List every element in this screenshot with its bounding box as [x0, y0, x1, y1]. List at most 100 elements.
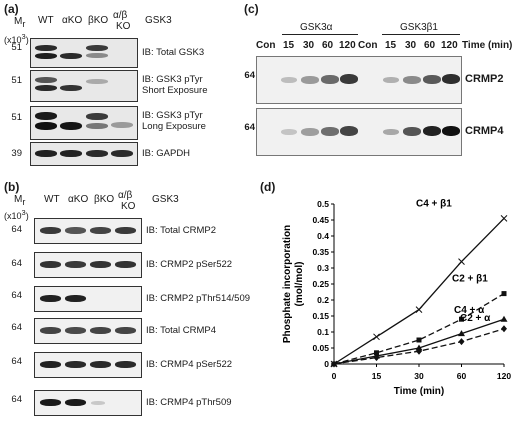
series-label: C4 + α [454, 305, 485, 316]
band [60, 53, 82, 59]
mr-scale-label: (x103) [4, 32, 29, 45]
group-bracket-beta [382, 34, 460, 35]
lane-label-con: Con [358, 40, 378, 51]
lane-label-wt: WT [44, 194, 60, 205]
band [90, 327, 111, 334]
band [423, 75, 441, 84]
band [35, 53, 57, 59]
y-tick-label: 0.1 [317, 327, 329, 337]
blot-label: IB: CRMP2 pSer522 [146, 259, 233, 270]
series-label: C2 + α [460, 313, 491, 324]
data-point [500, 315, 508, 322]
blot-total-crmp2 [34, 218, 142, 244]
band [35, 85, 57, 91]
blot-label-crmp2: CRMP2 [465, 73, 504, 85]
mw-marker: 64 [244, 70, 255, 81]
blot-label-line2: Short Exposure [142, 85, 208, 96]
y-tick-label: 0.35 [312, 247, 329, 257]
lane-label-60: 60 [424, 40, 436, 51]
blot-label-crmp4: CRMP4 [465, 125, 504, 137]
data-point [416, 337, 422, 343]
data-point [415, 344, 423, 351]
band [40, 227, 61, 234]
x-tick-label: 0 [332, 371, 337, 381]
blot-label: IB: Total CRMP4 [146, 325, 217, 336]
band [90, 261, 111, 268]
lane-label-15: 15 [283, 40, 295, 51]
mw-marker: 51 [11, 42, 22, 53]
panel-d-label: (d) [260, 180, 276, 194]
band [423, 126, 441, 136]
band [115, 327, 136, 334]
y-tick-label: 0.45 [312, 215, 329, 225]
lane-label-con: Con [256, 40, 276, 51]
band [35, 122, 57, 130]
y-tick-label: 0.15 [312, 311, 329, 321]
band [60, 85, 82, 91]
band [40, 399, 61, 406]
data-point [501, 291, 507, 297]
band [40, 327, 61, 334]
band [86, 150, 108, 157]
band [111, 150, 133, 157]
band [383, 77, 399, 83]
y-tick-label: 0.3 [317, 263, 329, 273]
data-point [416, 347, 422, 355]
lane-label-double-ko-2: KO [116, 21, 131, 32]
x-tick-label: 120 [497, 371, 511, 381]
blot-label-line2: Long Exposure [142, 121, 206, 132]
y-tick-label: 0.5 [317, 199, 329, 209]
mw-marker: 51 [11, 112, 22, 123]
data-point [331, 360, 337, 368]
lane-label-alpha-ko: αKO [68, 194, 89, 205]
x-axis-ticks: 0 15 30 60 120 [332, 364, 511, 381]
band [40, 295, 61, 302]
group-gsk3-beta1: GSK3β1 [400, 22, 438, 33]
band [65, 261, 86, 268]
panel-a-label: (a) [4, 2, 19, 16]
band [383, 129, 399, 135]
blot-label: IB: Total CRMP2 [146, 225, 217, 236]
data-point [458, 330, 465, 337]
y-tick-label: 0.4 [317, 231, 329, 241]
band [60, 122, 82, 130]
band [301, 128, 319, 136]
phosphate-incorporation-chart: 0 0.05 0.1 0.15 0.2 0.25 0.3 0.35 0.4 0.45 0.5 0 15… [282, 198, 511, 397]
y-axis-label: Phosphate incorporation [282, 225, 293, 343]
data-point [458, 338, 465, 346]
band [35, 45, 57, 51]
lane-group-label: GSK3 [145, 15, 172, 26]
y-axis-label-unit: (mol/mol) [294, 262, 305, 307]
band [281, 129, 297, 135]
data-point [500, 215, 508, 222]
blot-label-line1: IB: GSK3 pTyr [142, 74, 203, 85]
lane-group-label: GSK3 [152, 194, 179, 205]
blot-crmp2-pser522 [34, 252, 142, 278]
blot-label: IB: CRMP2 pThr514/509 [146, 293, 251, 304]
chart-series [330, 215, 508, 368]
lane-label-beta-ko: βKO [94, 194, 115, 205]
mr-scale-label: (x103) [4, 208, 29, 221]
series-line [333, 293, 505, 365]
lane-label-alpha-ko: αKO [62, 15, 83, 26]
lane-label-double-ko-2: KO [121, 201, 136, 212]
group-gsk3-alpha: GSK3α [300, 22, 333, 33]
data-point [501, 325, 507, 333]
band [91, 401, 105, 405]
band [115, 261, 136, 268]
data-point [415, 306, 423, 313]
lane-label-30: 30 [405, 40, 417, 51]
band [35, 150, 57, 157]
series-labels: C4 + β1 C2 + β1 C4 + αC2 + α [416, 198, 491, 323]
x-axis-label: Time (min) [394, 386, 444, 397]
blot-crmp4-time-course [256, 108, 462, 156]
blot-total-gsk3 [30, 38, 138, 68]
lane-label-120: 120 [441, 40, 458, 51]
band [115, 361, 136, 368]
lane-label-60: 60 [322, 40, 334, 51]
y-tick-label: 0.2 [317, 295, 329, 305]
blot-gapdh [30, 142, 138, 166]
blot-crmp2-pthr514 [34, 286, 142, 312]
data-point [373, 354, 380, 362]
band [340, 126, 358, 136]
